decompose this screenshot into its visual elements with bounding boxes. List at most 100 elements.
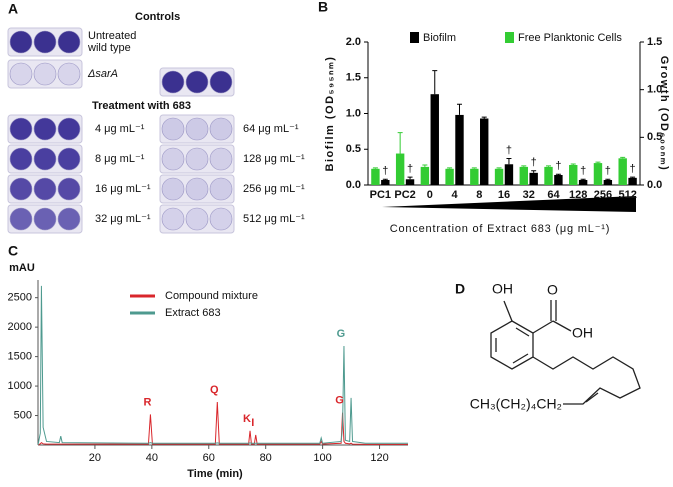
chromatogram-line [37, 285, 408, 446]
x-tick-label: 120 [370, 452, 388, 464]
error-bar [580, 178, 586, 180]
treatment-label: 16 μg mL⁻¹ [95, 183, 151, 195]
control-label: ΔsarA [87, 68, 118, 80]
hydroxyl-label: OH [492, 281, 513, 297]
y-tick-label: 2.0 [346, 36, 361, 48]
carbonyl-label: O [547, 282, 558, 298]
well [161, 147, 185, 171]
well [33, 177, 57, 201]
error-bar [397, 132, 403, 154]
well [209, 207, 233, 231]
legend-swatch [410, 32, 419, 43]
bar [504, 164, 514, 185]
x-tick-label: PC1 [370, 189, 391, 201]
error-bar [595, 161, 601, 164]
well [161, 177, 185, 201]
bar [618, 158, 627, 185]
error-bar [372, 167, 378, 169]
well [9, 147, 33, 171]
well [57, 30, 81, 54]
error-bar [531, 170, 537, 173]
error-bar [481, 116, 487, 119]
well [9, 30, 33, 54]
y2-tick-label: 0.5 [647, 131, 662, 143]
x-axis-label: Time (min) [187, 468, 243, 480]
bar [430, 94, 439, 185]
x-tick-label: 64 [547, 189, 560, 201]
error-bar [456, 103, 462, 115]
y-tick-label: 0.5 [346, 143, 361, 155]
bar [519, 166, 528, 185]
error-bar [546, 165, 552, 167]
y-tick-label: 2000 [8, 321, 32, 333]
x-tick-label: 32 [523, 189, 535, 201]
well [33, 30, 57, 54]
acid-hydroxyl-label: OH [572, 325, 593, 341]
x-tick-label: 100 [313, 452, 331, 464]
error-bar [496, 167, 502, 169]
structure [490, 300, 641, 405]
control-label: wild type [87, 42, 131, 54]
bar [544, 166, 553, 185]
error-bar [605, 178, 611, 180]
x-tick-label: 20 [89, 452, 101, 464]
peak-label: G [335, 394, 344, 406]
legend-label: Extract 683 [165, 307, 221, 319]
error-bar [432, 70, 438, 95]
significance-mark: † [630, 163, 636, 175]
well [185, 207, 209, 231]
well [161, 70, 185, 94]
significance-mark: † [605, 165, 611, 177]
y2-tick-label: 0.0 [647, 179, 662, 191]
x-axis-label: Concentration of Extract 683 (μg mL⁻¹) [390, 223, 610, 235]
bar [371, 168, 380, 185]
well [33, 117, 57, 141]
peak-label: R [143, 396, 151, 408]
error-bar [471, 167, 477, 169]
y-tick-label: 1.0 [346, 107, 361, 119]
error-bar [447, 167, 453, 169]
well [185, 117, 209, 141]
well [9, 62, 33, 86]
legend-label: Free Planktonic Cells [518, 32, 622, 44]
well [209, 147, 233, 171]
bar [529, 172, 538, 185]
controls-title: Controls [135, 11, 180, 23]
treatment-label: 512 μg mL⁻¹ [243, 213, 305, 225]
x-tick-label: 256 [594, 189, 612, 201]
x-tick-label: 512 [618, 189, 636, 201]
chain-label: CH₃(CH₂)₄CH₂ [470, 396, 562, 412]
x-tick-label: 40 [146, 452, 158, 464]
x-tick-label: 80 [260, 452, 272, 464]
x-tick-label: 16 [498, 189, 510, 201]
error-bar [570, 163, 576, 165]
y-tick-label: 500 [14, 409, 32, 421]
y2-axis-label: Growth (OD₆₀₀ₙₘ) [658, 56, 670, 172]
legend-label: Compound mixture [165, 290, 258, 302]
bar [494, 168, 504, 185]
panel-label: A [8, 1, 18, 17]
y-axis-label: Biofilm (OD₅₉₅ₙₘ) [324, 56, 336, 172]
well [185, 147, 209, 171]
well [57, 207, 81, 231]
well [209, 177, 233, 201]
well [57, 117, 81, 141]
panel-label: B [318, 0, 328, 15]
well [209, 70, 233, 94]
peak-label: G [337, 328, 346, 340]
legend-label: Biofilm [423, 32, 456, 44]
y-tick-label: 0.0 [346, 179, 361, 191]
y-tick-label: 1500 [8, 351, 32, 363]
error-bar [422, 164, 428, 167]
significance-mark: † [382, 165, 388, 177]
bar [480, 118, 489, 185]
well [57, 62, 81, 86]
x-tick-label: 4 [451, 189, 458, 201]
bar [420, 166, 430, 185]
well [9, 117, 33, 141]
significance-mark: † [506, 144, 512, 156]
concentration-wedge [382, 196, 636, 212]
bar [554, 174, 563, 185]
well [185, 177, 209, 201]
